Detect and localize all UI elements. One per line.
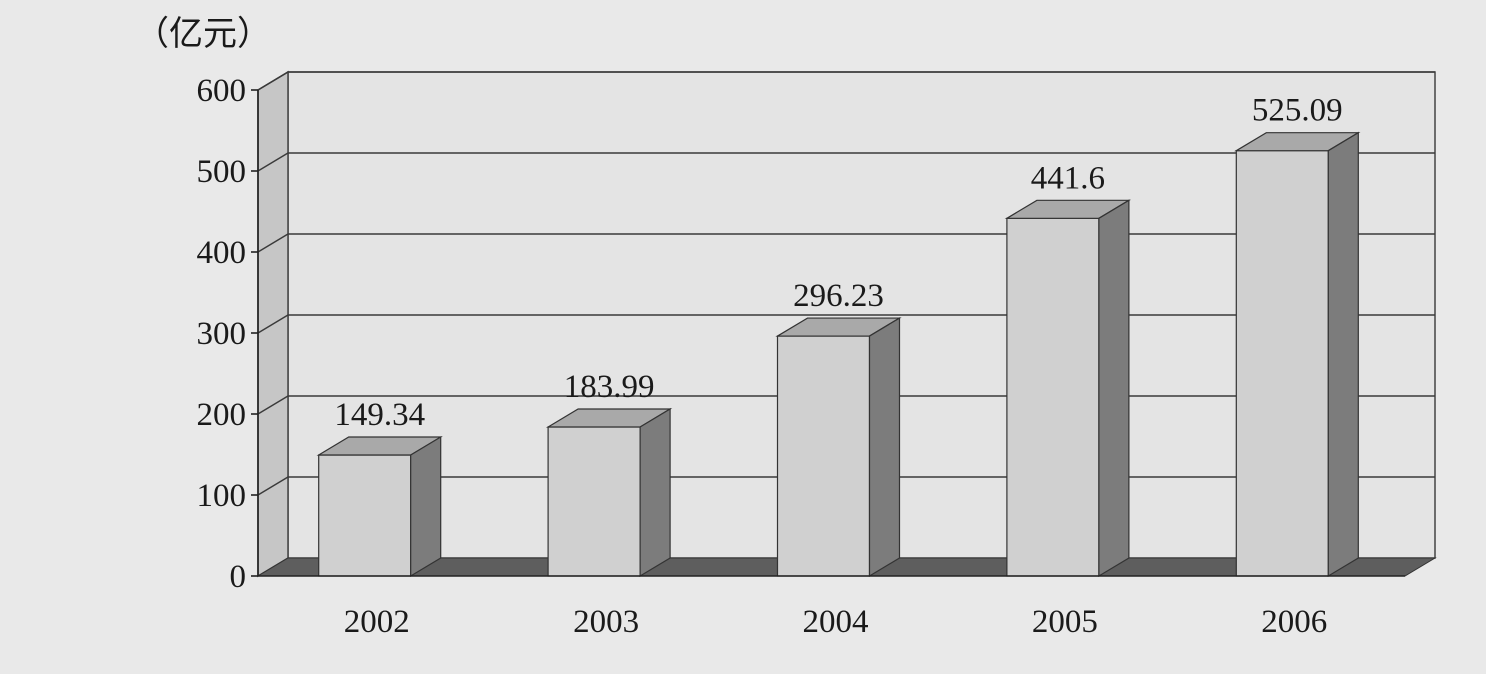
bar-front [776,335,871,577]
y-tick-label: 600 [197,73,247,109]
data-label: 183.99 [564,369,655,405]
x-tick-label: 2005 [1032,604,1098,640]
data-label: 149.34 [334,397,425,433]
data-label: 525.09 [1252,93,1343,129]
unit-label: （亿元） [135,15,271,53]
y-tick-label: 200 [197,397,247,433]
bar [1004,199,1132,578]
bar-side [410,435,442,578]
y-tick-label: 100 [197,478,247,514]
x-tick-label: 2004 [803,604,869,640]
y-tick-label: 500 [197,154,247,190]
bar [316,435,443,578]
y-tick-label: 300 [197,316,247,352]
y-tick-label: 0 [230,559,247,595]
data-labels: 149.34 183.99 296.23 441.6 525.09 [334,93,1342,433]
y-axis: 0 100 200 300 400 500 600 [197,73,259,595]
bar-front [1006,217,1100,577]
bar-side [1098,199,1130,578]
bar-front [1235,150,1329,577]
x-axis: 2002 2003 2004 2005 2006 [258,575,1405,640]
x-tick-label: 2002 [344,604,410,640]
bar [775,316,902,578]
x-tick-label: 2006 [1261,604,1327,640]
gridline [257,152,1435,172]
bars [316,131,1361,578]
bar-side [1327,131,1359,578]
x-tick-label: 2003 [573,604,639,640]
bar-side [868,316,901,578]
data-label: 296.23 [793,278,884,314]
bar [1234,131,1361,578]
gridline [257,71,1435,91]
data-label: 441.6 [1031,160,1105,196]
bar-front [318,454,412,577]
bar-side [639,407,671,578]
bar [545,407,673,578]
y-tick-label: 400 [197,235,247,271]
bar-front [547,426,641,577]
